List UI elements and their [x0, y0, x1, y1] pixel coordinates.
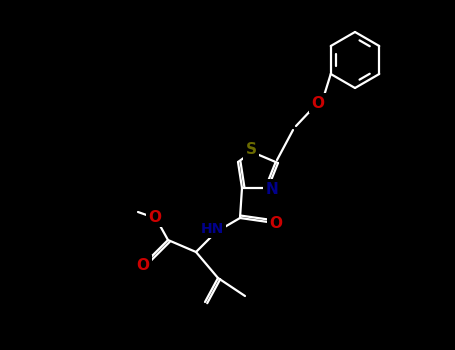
Text: S: S	[246, 142, 257, 158]
Text: O: O	[148, 210, 162, 224]
Text: O: O	[312, 96, 324, 111]
Text: HN: HN	[200, 222, 223, 236]
Text: O: O	[269, 216, 283, 231]
Text: O: O	[136, 258, 150, 273]
Text: N: N	[266, 182, 278, 196]
